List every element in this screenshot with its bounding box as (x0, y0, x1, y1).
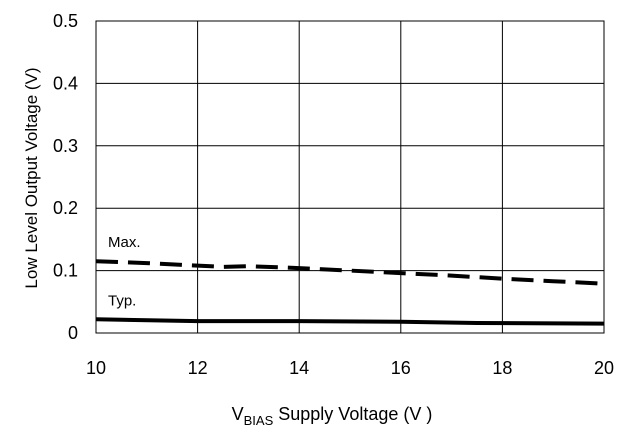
x-tick-labels: 10 12 14 16 18 20 (86, 358, 614, 378)
x-axis-label-main: V (232, 404, 244, 424)
x-tick-label: 12 (188, 358, 208, 378)
y-tick-label: 0.5 (53, 11, 78, 31)
series-label: Max. (108, 234, 141, 251)
grid (95, 20, 605, 334)
x-axis-label-subscript: BIAS (244, 413, 274, 428)
y-tick-label: 0.2 (53, 198, 78, 218)
x-tick-label: 18 (492, 358, 512, 378)
series-label: Typ. (108, 292, 136, 309)
y-tick-label: 0.1 (53, 261, 78, 281)
x-tick-label: 14 (289, 358, 309, 378)
series-layer (95, 259, 605, 326)
x-tick-label: 20 (594, 358, 614, 378)
series-line-typ (95, 317, 605, 326)
y-tick-labels: 0 0.1 0.2 0.3 0.4 0.5 (53, 11, 78, 343)
y-tick-label: 0.4 (53, 73, 78, 93)
x-tick-label: 16 (391, 358, 411, 378)
series-labels: Max. Typ. (108, 234, 141, 309)
x-tick-label: 10 (86, 358, 106, 378)
x-axis-label: VBIAS Supply Voltage (V ) (232, 404, 433, 428)
y-tick-label: 0.3 (53, 136, 78, 156)
series-line-max (95, 259, 605, 286)
y-tick-label: 0 (68, 323, 78, 343)
y-axis-label: Low Level Output Voltage (V) (22, 67, 41, 288)
x-axis-label-rest: Supply Voltage (V ) (273, 404, 432, 424)
plot-area-frame (95, 20, 605, 334)
